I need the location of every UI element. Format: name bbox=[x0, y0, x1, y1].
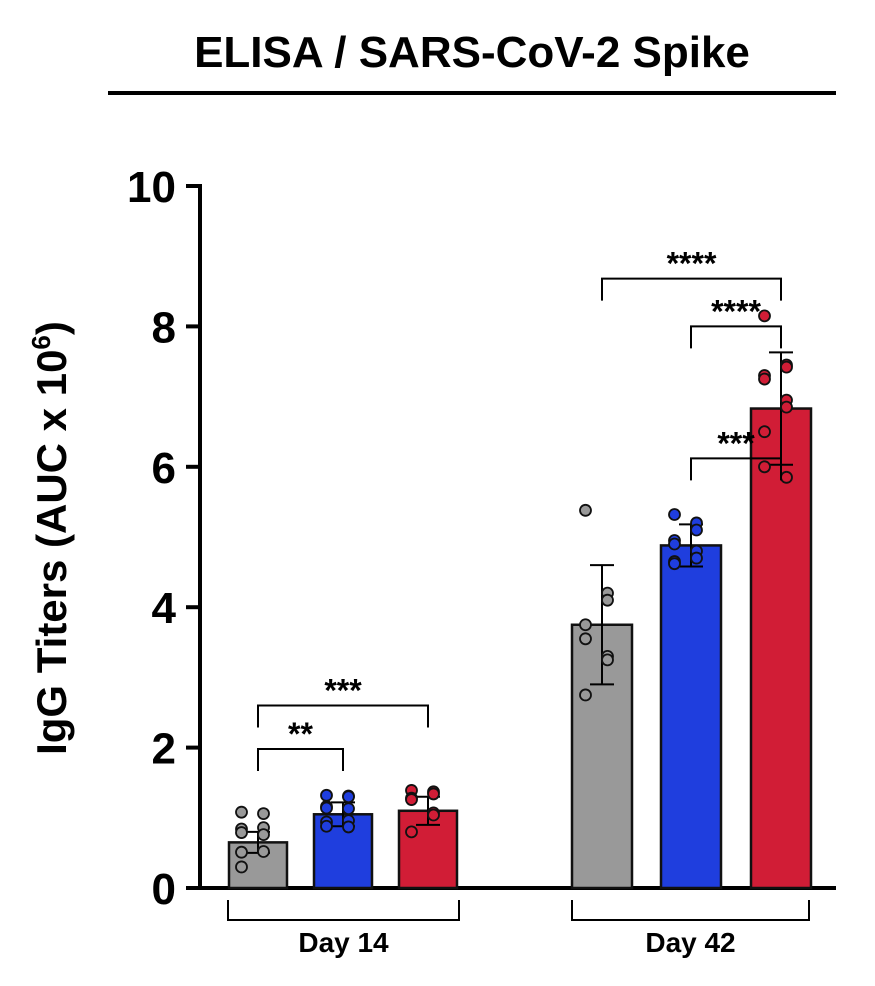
bar bbox=[749, 407, 813, 890]
y-tick-label: 2 bbox=[152, 725, 176, 774]
significance-bracket bbox=[690, 457, 782, 481]
data-point bbox=[320, 819, 333, 833]
data-point bbox=[427, 787, 440, 801]
data-point bbox=[601, 653, 614, 667]
data-point bbox=[235, 826, 248, 839]
bar bbox=[659, 544, 723, 890]
y-tick-label: 4 bbox=[152, 584, 177, 633]
data-point bbox=[758, 425, 771, 439]
y-tick-label: 6 bbox=[152, 444, 176, 493]
data-point bbox=[690, 523, 703, 537]
data-point bbox=[405, 825, 418, 839]
data-point bbox=[235, 805, 248, 819]
data-point bbox=[780, 360, 793, 374]
significance-label: **** bbox=[667, 246, 717, 282]
data-point bbox=[427, 808, 440, 822]
significance-bracket bbox=[257, 704, 429, 728]
group-bracket bbox=[227, 900, 460, 921]
data-point bbox=[690, 551, 703, 565]
y-tick-label: 0 bbox=[152, 865, 176, 914]
data-point bbox=[758, 460, 771, 474]
y-tick-label: 10 bbox=[127, 163, 176, 212]
y-tick-label: 8 bbox=[152, 303, 176, 352]
data-point bbox=[257, 845, 270, 858]
data-point bbox=[758, 372, 771, 386]
data-point bbox=[579, 618, 592, 632]
data-point bbox=[342, 802, 355, 816]
data-point bbox=[405, 793, 418, 806]
data-point bbox=[758, 309, 771, 323]
data-point bbox=[601, 593, 614, 607]
data-point bbox=[342, 790, 355, 804]
chart-title: ELISA / SARS-CoV-2 Spike bbox=[194, 28, 750, 77]
data-point bbox=[579, 503, 592, 517]
data-point bbox=[235, 845, 248, 859]
significance-label: **** bbox=[711, 293, 761, 329]
y-axis-label: IgG Titers (AUC x 106) bbox=[26, 321, 75, 755]
data-point bbox=[668, 508, 681, 521]
data-point bbox=[342, 820, 355, 834]
significance-label: *** bbox=[717, 425, 755, 461]
data-point bbox=[320, 788, 333, 802]
significance-bracket bbox=[601, 277, 782, 301]
data-point bbox=[257, 828, 270, 842]
x-tick-label: Day 42 bbox=[645, 927, 735, 958]
data-point bbox=[668, 537, 681, 551]
data-point bbox=[579, 632, 592, 646]
data-point bbox=[579, 688, 592, 702]
data-point bbox=[235, 860, 248, 874]
data-point bbox=[780, 470, 793, 484]
x-tick-label: Day 14 bbox=[298, 927, 389, 958]
significance-label: *** bbox=[324, 672, 362, 708]
significance-bracket bbox=[690, 325, 782, 349]
group-bracket bbox=[571, 900, 810, 921]
significance-label: ** bbox=[288, 716, 313, 752]
data-point bbox=[257, 807, 270, 820]
significance-bracket bbox=[257, 748, 344, 772]
data-point bbox=[320, 801, 333, 815]
data-point bbox=[668, 557, 681, 571]
data-point bbox=[780, 400, 793, 414]
